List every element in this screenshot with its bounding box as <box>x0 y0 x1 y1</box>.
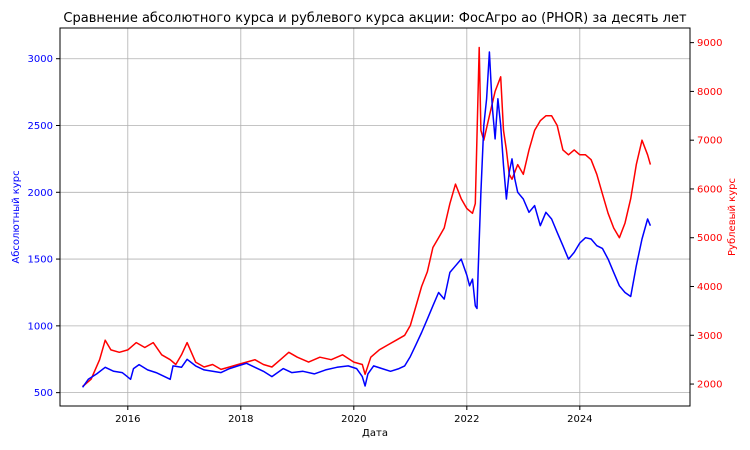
y-left-tick-label: 500 <box>34 388 53 399</box>
plot-frame <box>59 27 691 407</box>
x-axis-label: Дата <box>362 428 388 439</box>
y-axis-left: 500 1000 1500 2000 2500 3000 <box>28 54 60 399</box>
y-right-tick-label: 8000 <box>697 87 722 98</box>
x-tick-label: 2016 <box>115 414 140 425</box>
series-group-absolute <box>81 51 652 388</box>
y-right-tick-label: 6000 <box>697 184 722 195</box>
chart-title: Сравнение абсолютного курса и рублевого … <box>63 11 687 26</box>
y-left-tick-label: 1000 <box>28 321 53 332</box>
x-tick-label: 2020 <box>341 414 366 425</box>
y-right-tick-label: 7000 <box>697 136 722 147</box>
x-axis: 2016 2018 2020 2022 2024 <box>115 406 593 425</box>
series-line-rouble <box>82 46 652 388</box>
x-tick-label: 2018 <box>228 414 253 425</box>
y-axis-right: 2000 3000 4000 5000 6000 7000 8000 9000 <box>690 38 722 391</box>
x-tick-label: 2024 <box>567 414 592 425</box>
grid <box>60 28 690 406</box>
x-tick-label: 2022 <box>454 414 479 425</box>
y-left-tick-label: 1500 <box>28 255 53 266</box>
y-axis-right-label: Рублевый курс <box>727 178 738 256</box>
y-right-tick-label: 2000 <box>697 380 722 391</box>
y-left-tick-label: 2000 <box>28 188 53 199</box>
y-right-tick-label: 5000 <box>697 233 722 244</box>
y-right-tick-label: 4000 <box>697 282 722 293</box>
series-group-rouble <box>82 46 652 388</box>
y-right-tick-label: 9000 <box>697 38 722 49</box>
y-left-tick-label: 3000 <box>28 54 53 65</box>
y-axis-left-label: Абсолютный курс <box>11 170 22 263</box>
y-right-tick-label: 3000 <box>697 331 722 342</box>
series-line-absolute <box>81 51 652 388</box>
y-left-tick-label: 2500 <box>28 121 53 132</box>
